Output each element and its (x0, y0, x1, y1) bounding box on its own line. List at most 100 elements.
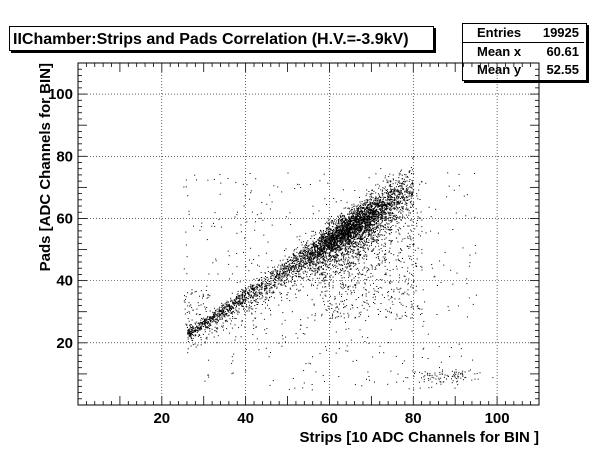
scatter-point (322, 233, 324, 235)
scatter-point (334, 231, 336, 233)
scatter-point (254, 318, 256, 319)
scatter-point (395, 225, 397, 227)
scatter-point (355, 222, 357, 224)
scatter-point (314, 249, 315, 251)
scatter-point (278, 304, 280, 306)
scatter-point (342, 243, 344, 245)
scatter-point (319, 253, 321, 255)
scatter-point (291, 268, 293, 270)
scatter-point (362, 221, 364, 223)
scatter-point (388, 233, 390, 235)
scatter-point (321, 272, 323, 274)
scatter-point (231, 308, 233, 310)
scatter-point (323, 235, 325, 237)
scatter-point (342, 248, 344, 250)
scatter-point (332, 228, 334, 230)
scatter-point (313, 254, 315, 256)
scatter-point (367, 236, 369, 237)
scatter-point (390, 188, 391, 190)
scatter-point (339, 234, 340, 236)
scatter-point (350, 229, 352, 231)
scatter-point (380, 248, 382, 249)
scatter-point (362, 222, 363, 224)
scatter-point (219, 316, 221, 318)
scatter-point (222, 325, 224, 327)
scatter-point (270, 287, 272, 289)
scatter-point (369, 226, 371, 228)
scatter-point (373, 224, 375, 226)
scatter-point (357, 238, 359, 240)
scatter-point (260, 312, 262, 314)
scatter-point (299, 264, 300, 266)
scatter-point (368, 218, 370, 220)
scatter-point (356, 226, 358, 228)
scatter-point (315, 243, 317, 245)
scatter-point (246, 297, 248, 299)
scatter-point (233, 307, 234, 309)
scatter-point (352, 237, 354, 239)
scatter-point (387, 189, 389, 191)
scatter-point (371, 225, 373, 227)
scatter-point (332, 250, 334, 252)
scatter-point (400, 228, 402, 230)
scatter-point (257, 294, 258, 296)
scatter-point (383, 226, 385, 228)
scatter-point (335, 241, 337, 243)
scatter-point (295, 264, 297, 266)
scatter-point (327, 232, 329, 234)
scatter-point (365, 199, 367, 201)
scatter-point (378, 249, 380, 251)
scatter-point (366, 224, 368, 226)
scatter-point (290, 256, 292, 258)
scatter-point (328, 232, 330, 234)
scatter-point (366, 239, 367, 240)
scatter-point (300, 260, 301, 262)
scatter-point (371, 241, 373, 243)
scatter-point (370, 230, 372, 232)
scatter-point (379, 196, 381, 198)
scatter-point (330, 229, 332, 231)
scatter-point (326, 227, 328, 229)
scatter-point (234, 339, 236, 341)
scatter-point (285, 274, 287, 276)
scatter-point (376, 230, 378, 232)
scatter-point (278, 277, 279, 279)
scatter-point (297, 260, 299, 262)
scatter-point (312, 270, 314, 272)
scatter-point (352, 236, 354, 237)
scatter-point (375, 209, 377, 211)
scatter-point (352, 209, 353, 211)
scatter-point (370, 276, 372, 278)
scatter-point (228, 301, 229, 303)
scatter-point (364, 205, 366, 206)
scatter-point (229, 318, 231, 320)
scatter-point (295, 265, 297, 267)
scatter-point (366, 258, 368, 260)
scatter-point (312, 247, 314, 248)
scatter-point (325, 256, 327, 258)
scatter-point (350, 217, 351, 219)
scatter-point (377, 206, 379, 208)
scatter-point (201, 328, 203, 330)
scatter-point (337, 220, 339, 222)
scatter-point (359, 217, 361, 219)
scatter-point (212, 316, 214, 318)
scatter-point (356, 228, 358, 230)
scatter-point (244, 300, 246, 302)
scatter-point (371, 232, 373, 234)
scatter-point (384, 205, 386, 207)
scatter-point (365, 217, 367, 219)
scatter-point (353, 263, 354, 265)
scatter-point (257, 280, 259, 282)
scatter-point (266, 285, 268, 287)
scatter-point (401, 184, 403, 186)
scatter-point (373, 237, 375, 239)
scatter-point (195, 329, 197, 331)
scatter-point (341, 227, 343, 229)
scatter-point (230, 299, 232, 301)
scatter-point (387, 204, 389, 206)
scatter-point (353, 277, 355, 279)
scatter-point (349, 234, 351, 236)
scatter-point (359, 240, 361, 242)
scatter-point (321, 231, 323, 233)
